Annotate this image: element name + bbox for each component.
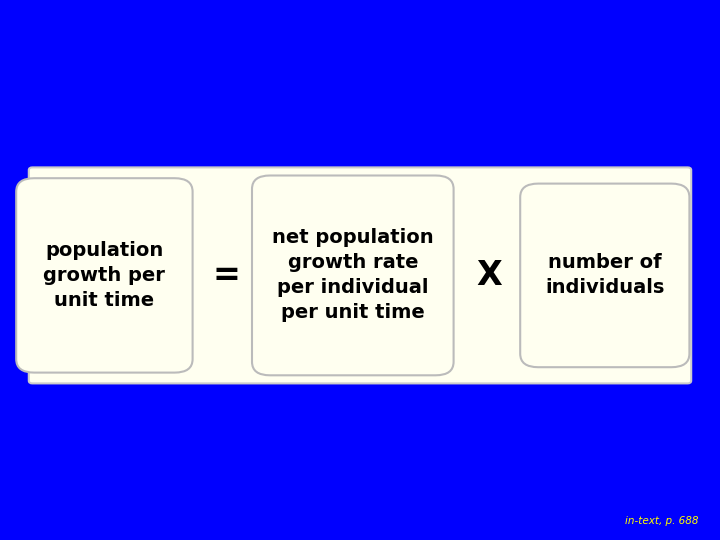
FancyBboxPatch shape [29,167,691,383]
Text: in-text, p. 688: in-text, p. 688 [625,516,698,526]
Text: population
growth per
unit time: population growth per unit time [43,241,166,310]
Text: =: = [213,259,240,292]
Text: net population
growth rate
per individual
per unit time: net population growth rate per individua… [272,228,433,322]
Text: X: X [477,259,503,292]
FancyBboxPatch shape [252,176,454,375]
FancyBboxPatch shape [16,178,192,373]
FancyBboxPatch shape [520,184,690,367]
Text: number of
individuals: number of individuals [545,253,665,298]
